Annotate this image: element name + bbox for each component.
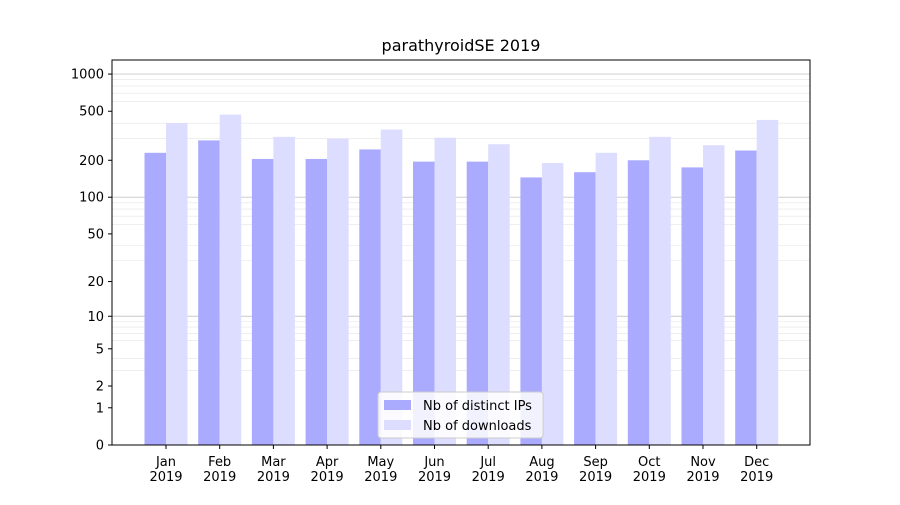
x-tick-label: Jun 2019 — [418, 455, 451, 485]
bar — [756, 119, 779, 445]
plot-frame — [111, 59, 811, 446]
x-tick-label: Feb 2019 — [203, 455, 236, 485]
y-tick-label: 20 — [87, 275, 104, 290]
bar — [703, 145, 725, 445]
x-tick-label: Dec 2019 — [740, 455, 773, 485]
y-tick-label: 1 — [96, 401, 104, 416]
bar — [520, 177, 542, 445]
y-tick-label: 500 — [79, 105, 104, 120]
y-tick-label: 2 — [96, 380, 104, 395]
x-tick-label: Apr 2019 — [311, 455, 344, 485]
bar — [144, 152, 166, 445]
bar — [359, 149, 381, 445]
bar — [627, 160, 650, 445]
y-tick-label: 50 — [87, 227, 104, 242]
bar — [166, 123, 188, 446]
bar — [466, 161, 489, 445]
bar — [219, 114, 242, 446]
x-tick-label: Nov 2019 — [686, 455, 719, 485]
bar — [380, 129, 403, 445]
x-tick-label: Jan 2019 — [149, 455, 182, 485]
y-tick-label: 1000 — [71, 68, 104, 83]
x-tick-label: Sep 2019 — [579, 455, 612, 485]
bars — [144, 114, 779, 446]
legend-swatch — [384, 420, 411, 430]
x-tick-label: Oct 2019 — [633, 455, 666, 485]
y-tick-label: 5 — [96, 342, 104, 357]
bar — [327, 138, 349, 445]
bar — [413, 161, 435, 445]
bar — [488, 144, 510, 446]
x-tick-label: May 2019 — [364, 455, 397, 485]
bar — [595, 152, 618, 445]
bar — [198, 140, 220, 445]
y-tick-label: 200 — [79, 154, 104, 169]
chart-title: parathyroidSE 2019 — [382, 36, 541, 55]
bar — [735, 150, 757, 445]
bar — [541, 163, 564, 446]
legend-label: Nb of downloads — [423, 419, 532, 434]
bar — [305, 158, 328, 445]
bar — [574, 172, 596, 446]
bar — [251, 158, 274, 445]
legend: Nb of distinct IPs Nb of downloads — [377, 391, 544, 439]
bar — [273, 136, 295, 445]
bar — [649, 136, 671, 445]
legend-label: Nb of distinct IPs — [423, 399, 532, 414]
y-tick-label: 10 — [87, 310, 104, 325]
x-tick-label: Jul 2019 — [472, 455, 505, 485]
x-tick-label: Aug 2019 — [525, 455, 558, 485]
x-tick-label: Mar 2019 — [257, 455, 290, 485]
axes: 0 1 2 5 10 20 50 100 200 500 1000 Jan 2019 Feb 2019 Mar… — [71, 59, 811, 485]
bar — [681, 167, 703, 445]
y-tick-label: 100 — [79, 191, 104, 206]
legend-swatch — [384, 400, 411, 410]
legend-box — [377, 391, 544, 439]
bar — [434, 137, 456, 445]
y-tick-label: 0 — [96, 439, 104, 454]
